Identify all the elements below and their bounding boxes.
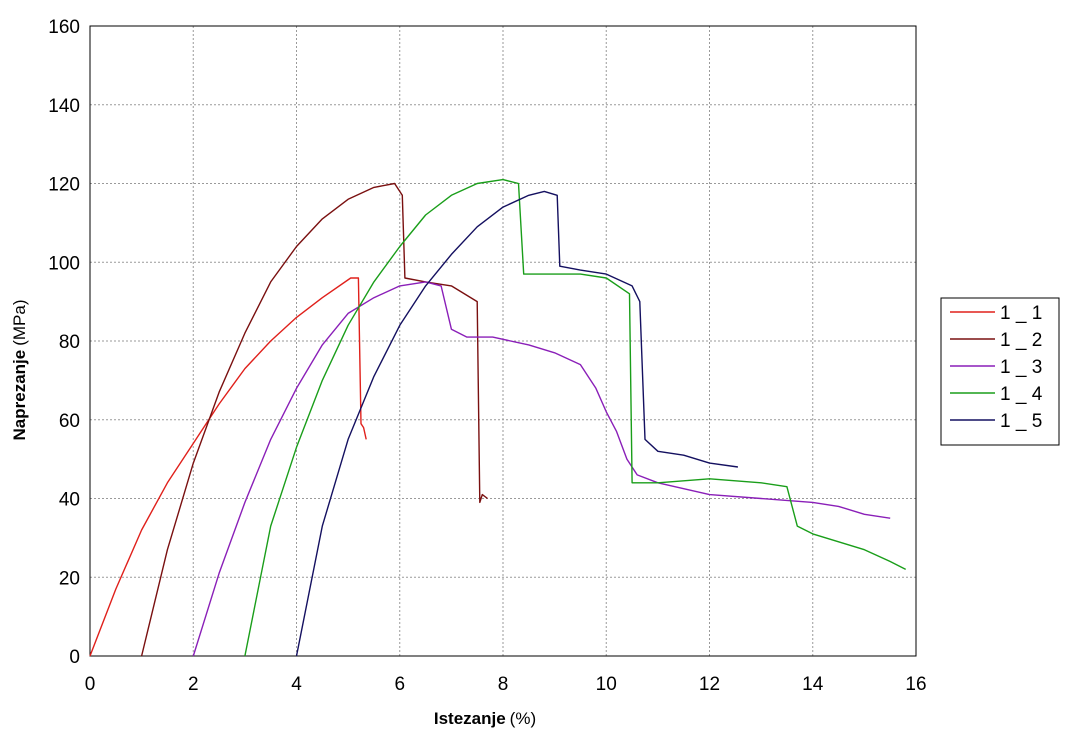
y-axis-title-unit: (MPa) bbox=[10, 300, 29, 346]
series-line-4 bbox=[244, 178, 907, 657]
y-tick-label: 40 bbox=[59, 490, 80, 511]
legend-label-4: 1 _ 4 bbox=[1000, 384, 1043, 405]
x-tick-label: 8 bbox=[498, 674, 509, 695]
y-tick-label: 80 bbox=[59, 332, 80, 353]
x-tick-label: 16 bbox=[905, 674, 926, 695]
y-tick-label: 160 bbox=[48, 17, 80, 38]
y-tick-label: 120 bbox=[48, 175, 80, 196]
series-line-5 bbox=[295, 190, 738, 657]
y-tick-label: 60 bbox=[59, 411, 80, 432]
series-line-3 bbox=[192, 281, 891, 657]
legend-label-2: 1 _ 2 bbox=[1000, 330, 1042, 351]
series-line-2 bbox=[140, 182, 488, 657]
x-axis-title-unit: (%) bbox=[510, 709, 536, 728]
series-lines bbox=[89, 178, 907, 657]
y-tick-label: 20 bbox=[59, 568, 80, 589]
y-tick-label: 100 bbox=[48, 253, 80, 274]
y-tick-label: 140 bbox=[48, 96, 80, 117]
y-tick-label: 0 bbox=[69, 647, 80, 668]
y-axis-title-text: Naprezanje bbox=[10, 350, 29, 441]
series-line-1 bbox=[89, 277, 367, 657]
x-tick-label: 4 bbox=[291, 674, 302, 695]
x-tick-label: 14 bbox=[802, 674, 824, 695]
y-axis-title: Naprezanje (MPa) bbox=[10, 300, 29, 441]
x-tick-label: 2 bbox=[188, 674, 199, 695]
x-tick-label: 6 bbox=[394, 674, 405, 695]
x-tick-label: 10 bbox=[596, 674, 617, 695]
x-tick-label: 12 bbox=[699, 674, 720, 695]
legend-label-3: 1 _ 3 bbox=[1000, 357, 1042, 378]
grid-lines bbox=[90, 26, 916, 656]
x-axis-title: Istezanje (%) bbox=[434, 709, 536, 728]
legend-label-1: 1 _ 1 bbox=[1000, 303, 1042, 324]
x-tick-label: 0 bbox=[85, 674, 96, 695]
plot-area-frame bbox=[89, 25, 917, 657]
legend-label-5: 1 _ 5 bbox=[1000, 411, 1042, 432]
x-axis-title-text: Istezanje bbox=[434, 709, 506, 728]
legend: 1 _ 1 1 _ 2 1 _ 3 1 _ 4 1 _ 5 bbox=[940, 297, 1060, 446]
